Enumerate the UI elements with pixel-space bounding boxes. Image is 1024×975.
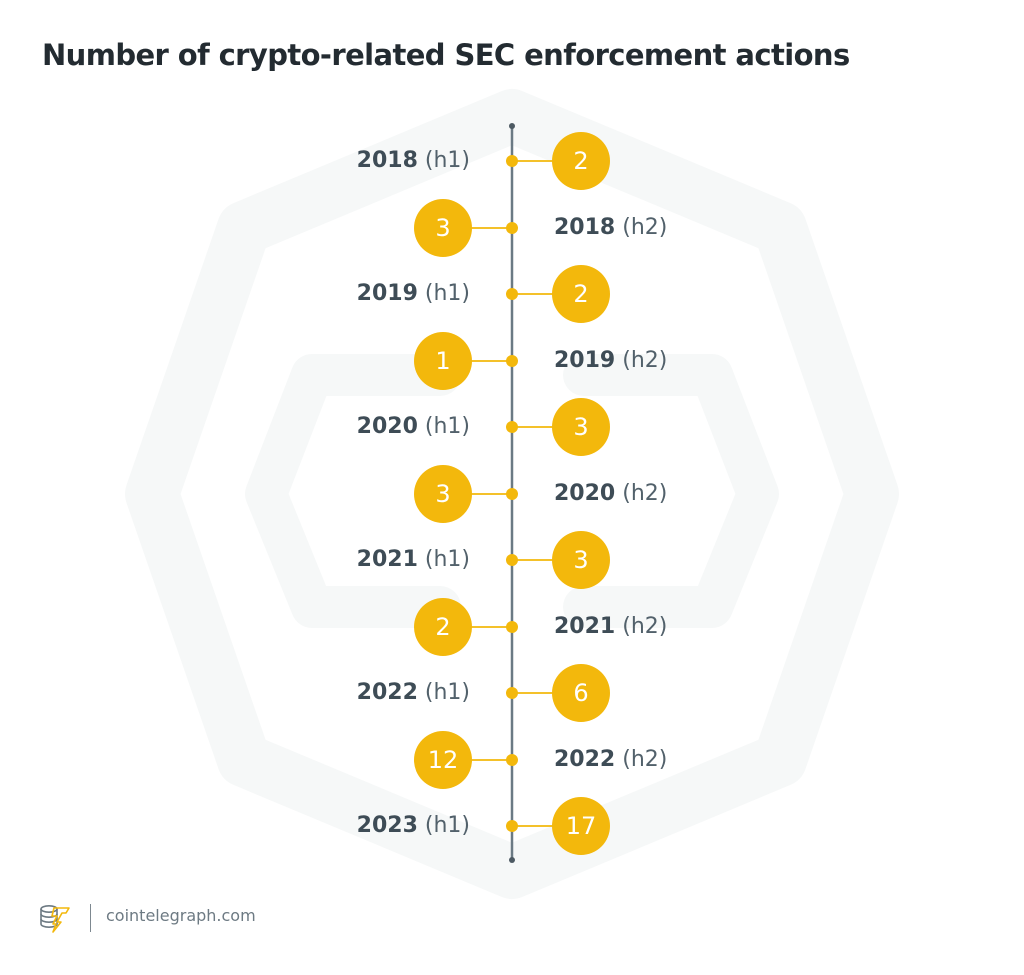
timeline-dot	[506, 155, 518, 167]
half-text: (h2)	[622, 215, 668, 240]
footer-divider	[90, 904, 91, 932]
cointelegraph-logo-icon	[40, 904, 70, 933]
value-bubble: 12	[414, 731, 472, 789]
value-bubble: 2	[552, 265, 610, 323]
year-text: 2019	[356, 281, 418, 306]
half-text: (h1)	[424, 281, 470, 306]
value-bubble: 6	[552, 664, 610, 722]
value-bubble: 17	[552, 797, 610, 855]
timeline-dot	[506, 687, 518, 699]
period-label: 2019 (h1)	[270, 280, 470, 308]
timeline-dot	[506, 621, 518, 633]
year-text: 2019	[554, 348, 616, 373]
year-text: 2018	[554, 215, 616, 240]
period-label: 2021 (h1)	[270, 546, 470, 574]
value-bubble: 3	[552, 531, 610, 589]
period-label: 2020 (h1)	[270, 413, 470, 441]
value-bubble: 1	[414, 332, 472, 390]
timeline-dot	[506, 288, 518, 300]
footer-site-link[interactable]: cointelegraph.com	[106, 906, 256, 925]
half-text: (h2)	[622, 348, 668, 373]
chart-title: Number of crypto-related SEC enforcement…	[42, 38, 850, 72]
timeline-dot	[506, 754, 518, 766]
year-text: 2022	[356, 680, 418, 705]
value-bubble: 3	[552, 398, 610, 456]
half-text: (h1)	[424, 414, 470, 439]
timeline-dot	[506, 554, 518, 566]
value-bubble: 3	[414, 465, 472, 523]
timeline-dot	[506, 222, 518, 234]
half-text: (h1)	[424, 547, 470, 572]
year-text: 2018	[356, 148, 418, 173]
period-label: 2021 (h2)	[554, 613, 667, 641]
half-text: (h1)	[424, 680, 470, 705]
value-bubble: 2	[414, 598, 472, 656]
year-text: 2022	[554, 747, 616, 772]
timeline-dot	[506, 820, 518, 832]
period-label: 2022 (h1)	[270, 679, 470, 707]
half-text: (h2)	[622, 747, 668, 772]
period-label: 2020 (h2)	[554, 480, 667, 508]
period-label: 2019 (h2)	[554, 347, 667, 375]
year-text: 2023	[356, 813, 418, 838]
timeline-dot	[506, 421, 518, 433]
period-label: 2018 (h2)	[554, 214, 667, 242]
timeline-dot	[506, 355, 518, 367]
year-text: 2021	[554, 614, 616, 639]
year-text: 2020	[554, 481, 616, 506]
value-bubble: 3	[414, 199, 472, 257]
year-text: 2020	[356, 414, 418, 439]
half-text: (h1)	[424, 813, 470, 838]
half-text: (h1)	[424, 148, 470, 173]
value-bubble: 2	[552, 132, 610, 190]
half-text: (h2)	[622, 481, 668, 506]
period-label: 2023 (h1)	[270, 812, 470, 840]
period-label: 2018 (h1)	[270, 147, 470, 175]
period-label: 2022 (h2)	[554, 746, 667, 774]
year-text: 2021	[356, 547, 418, 572]
half-text: (h2)	[622, 614, 668, 639]
timeline-dot	[506, 488, 518, 500]
